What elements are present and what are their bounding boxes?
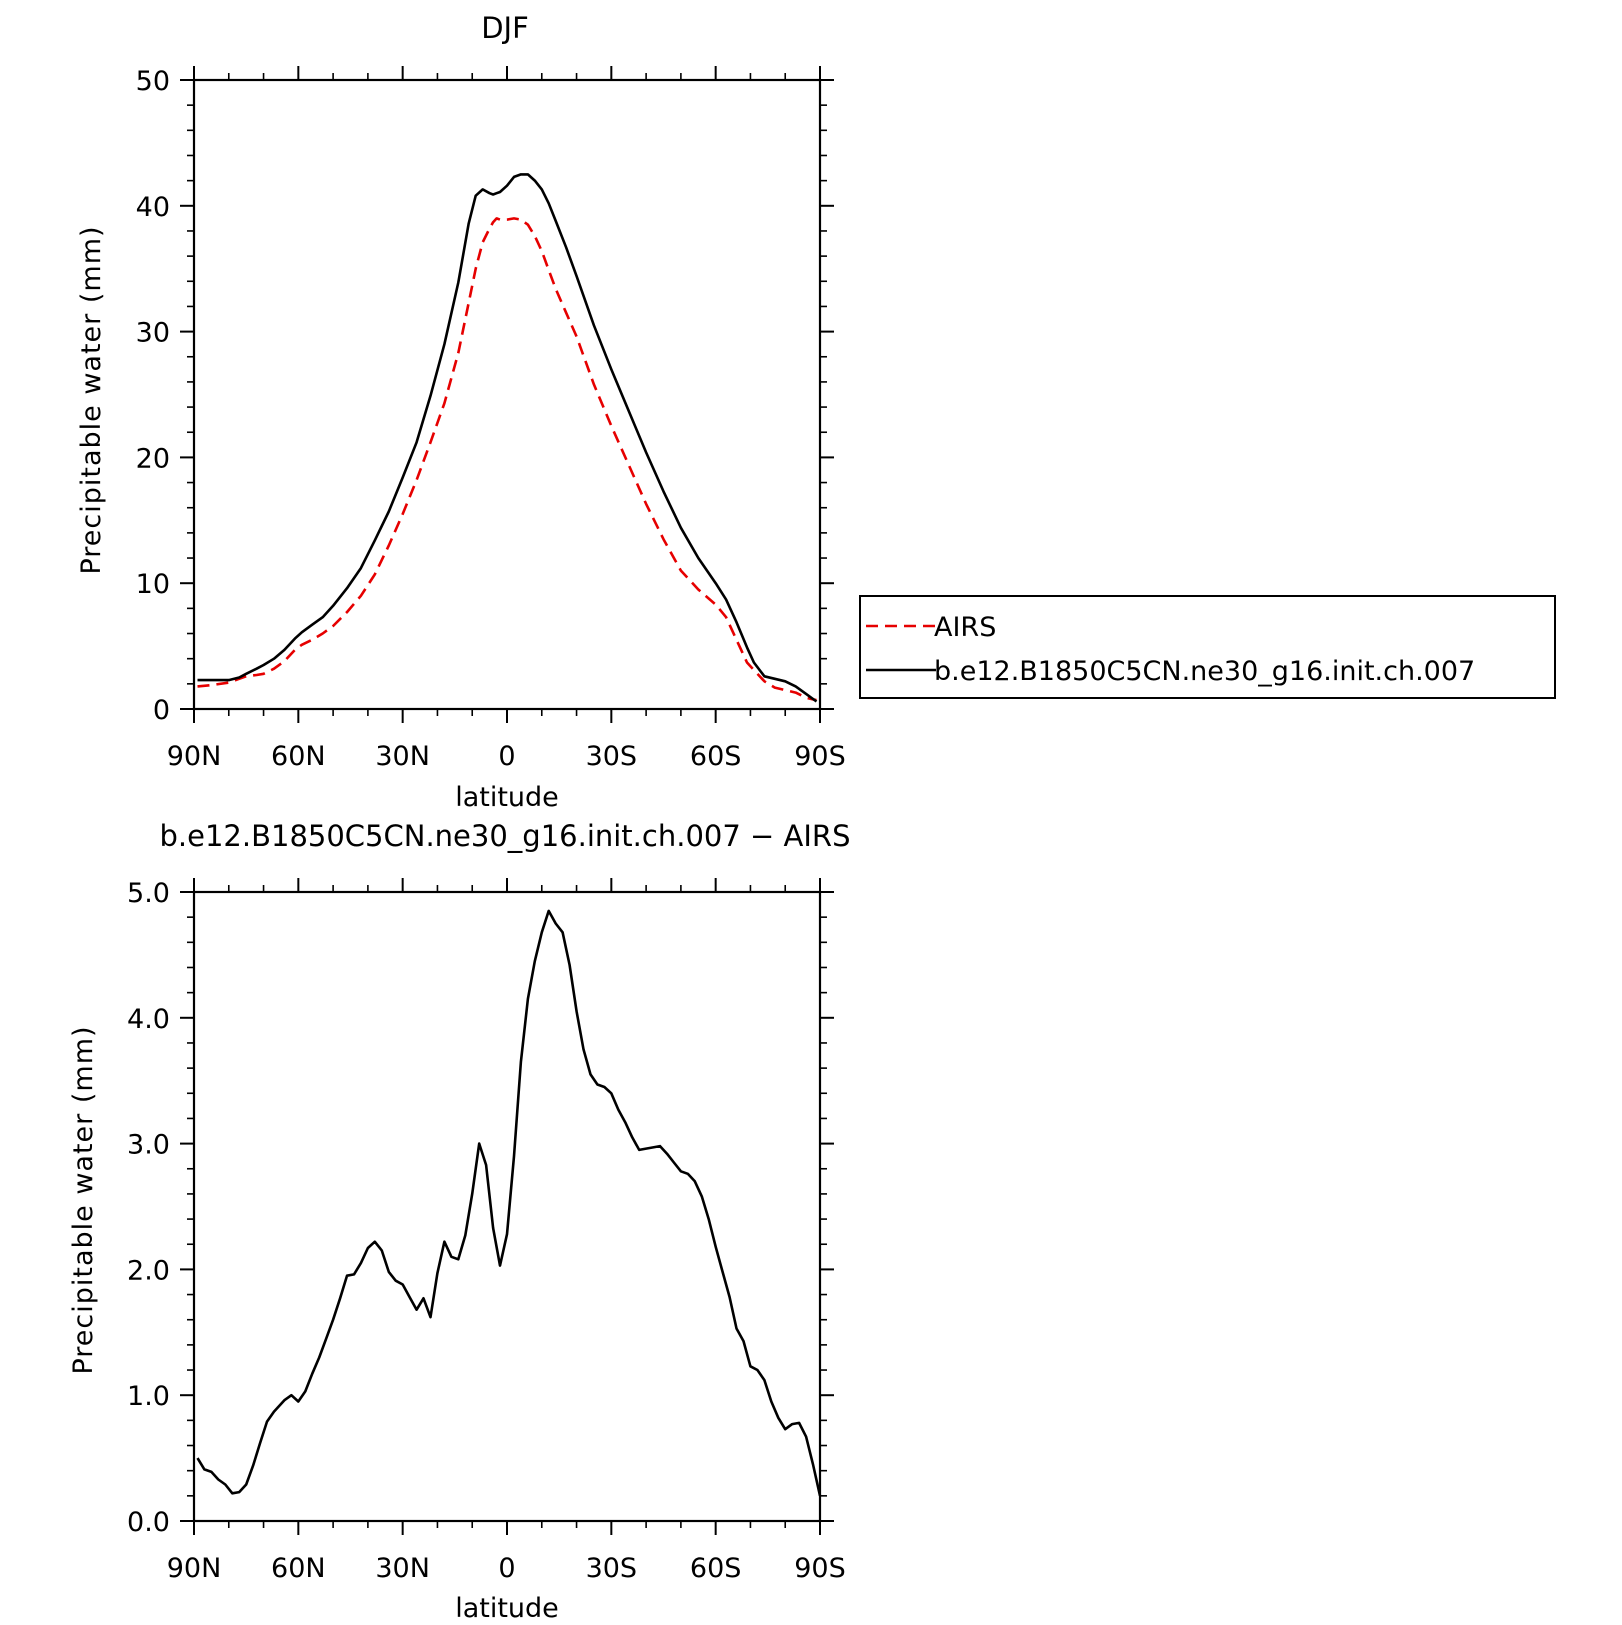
bottom-chart-xtick-label: 90N: [167, 1553, 222, 1584]
bottom-chart-xtick-label: 90S: [794, 1553, 846, 1584]
top-chart-ytick-label: 40: [136, 192, 170, 223]
top-chart-series-0-line: [197, 217, 817, 702]
bottom-chart-frame: [192, 890, 822, 1523]
bottom-chart-ytick-label: 2.0: [127, 1255, 170, 1286]
top-chart-series-1-line: [197, 173, 818, 703]
top-chart-ytick-label: 30: [136, 318, 170, 349]
top-chart-xtick-label: 60S: [690, 741, 742, 772]
top-chart-ytick-label: 0: [153, 695, 170, 726]
bottom-chart-ytick-label: 3.0: [127, 1130, 170, 1161]
top-chart-frame: [192, 78, 822, 711]
bottom-chart-ytick-label: 5.0: [127, 878, 170, 909]
legend-label-model: b.e12.B1850C5CN.ne30_g16.init.ch.007: [934, 656, 1475, 687]
top-chart-xtick-label: 30N: [375, 741, 430, 772]
top-chart-xtick-label: 90S: [794, 741, 846, 772]
bottom-chart-xtick-label: 30S: [586, 1553, 638, 1584]
top-chart-xtick-label: 90N: [167, 741, 222, 772]
bottom-chart-xtick-label: 0: [498, 1553, 515, 1584]
top-chart-ytick-label: 50: [136, 66, 170, 97]
bottom-chart-xtick-label: 60N: [271, 1553, 326, 1584]
top-chart-xtick-label: 0: [498, 741, 515, 772]
top-chart-legend: AIRS b.e12.B1850C5CN.ne30_g16.init.ch.00…: [859, 595, 1556, 699]
bottom-chart-ytick-label: 1.0: [127, 1381, 170, 1412]
bottom-chart-plot-area: 0.0 1.0 2.0 3.0 4.0 5.0 90N 60N 30N 0 30S 60S 90S: [127, 878, 846, 1584]
bottom-chart-series-0-line: [196, 909, 822, 1497]
top-chart-xlabel: latitude: [455, 782, 559, 813]
bottom-chart-xlabel: latitude: [455, 1593, 559, 1624]
top-chart-title: DJF: [481, 11, 529, 45]
top-chart: DJF Precipitable water (mm) latitude 0 10…: [76, 11, 1556, 813]
top-chart-xtick-label: 60N: [271, 741, 326, 772]
top-chart-ytick-label: 10: [136, 569, 170, 600]
legend-label-airs: AIRS: [934, 612, 996, 643]
top-chart-plot-area: 0 10 20 30 40 50 90N 60N 30N 0 30S 60S 90S: [136, 66, 846, 772]
bottom-chart-xtick-label: 30N: [375, 1553, 430, 1584]
bottom-chart: b.e12.B1850C5CN.ne30_g16.init.ch.007 − A…: [68, 819, 850, 1624]
top-chart-ylabel: Precipitable water (mm): [76, 225, 107, 574]
bottom-chart-xtick-label: 60S: [690, 1553, 742, 1584]
bottom-chart-ytick-label: 0.0: [127, 1507, 170, 1538]
legend-box: [859, 595, 1556, 699]
top-chart-ytick-label: 20: [136, 443, 170, 474]
bottom-chart-ytick-label: 4.0: [127, 1004, 170, 1035]
bottom-chart-title: b.e12.B1850C5CN.ne30_g16.init.ch.007 − A…: [160, 819, 851, 853]
top-chart-xtick-label: 30S: [586, 741, 638, 772]
bottom-chart-ylabel: Precipitable water (mm): [68, 1025, 99, 1374]
